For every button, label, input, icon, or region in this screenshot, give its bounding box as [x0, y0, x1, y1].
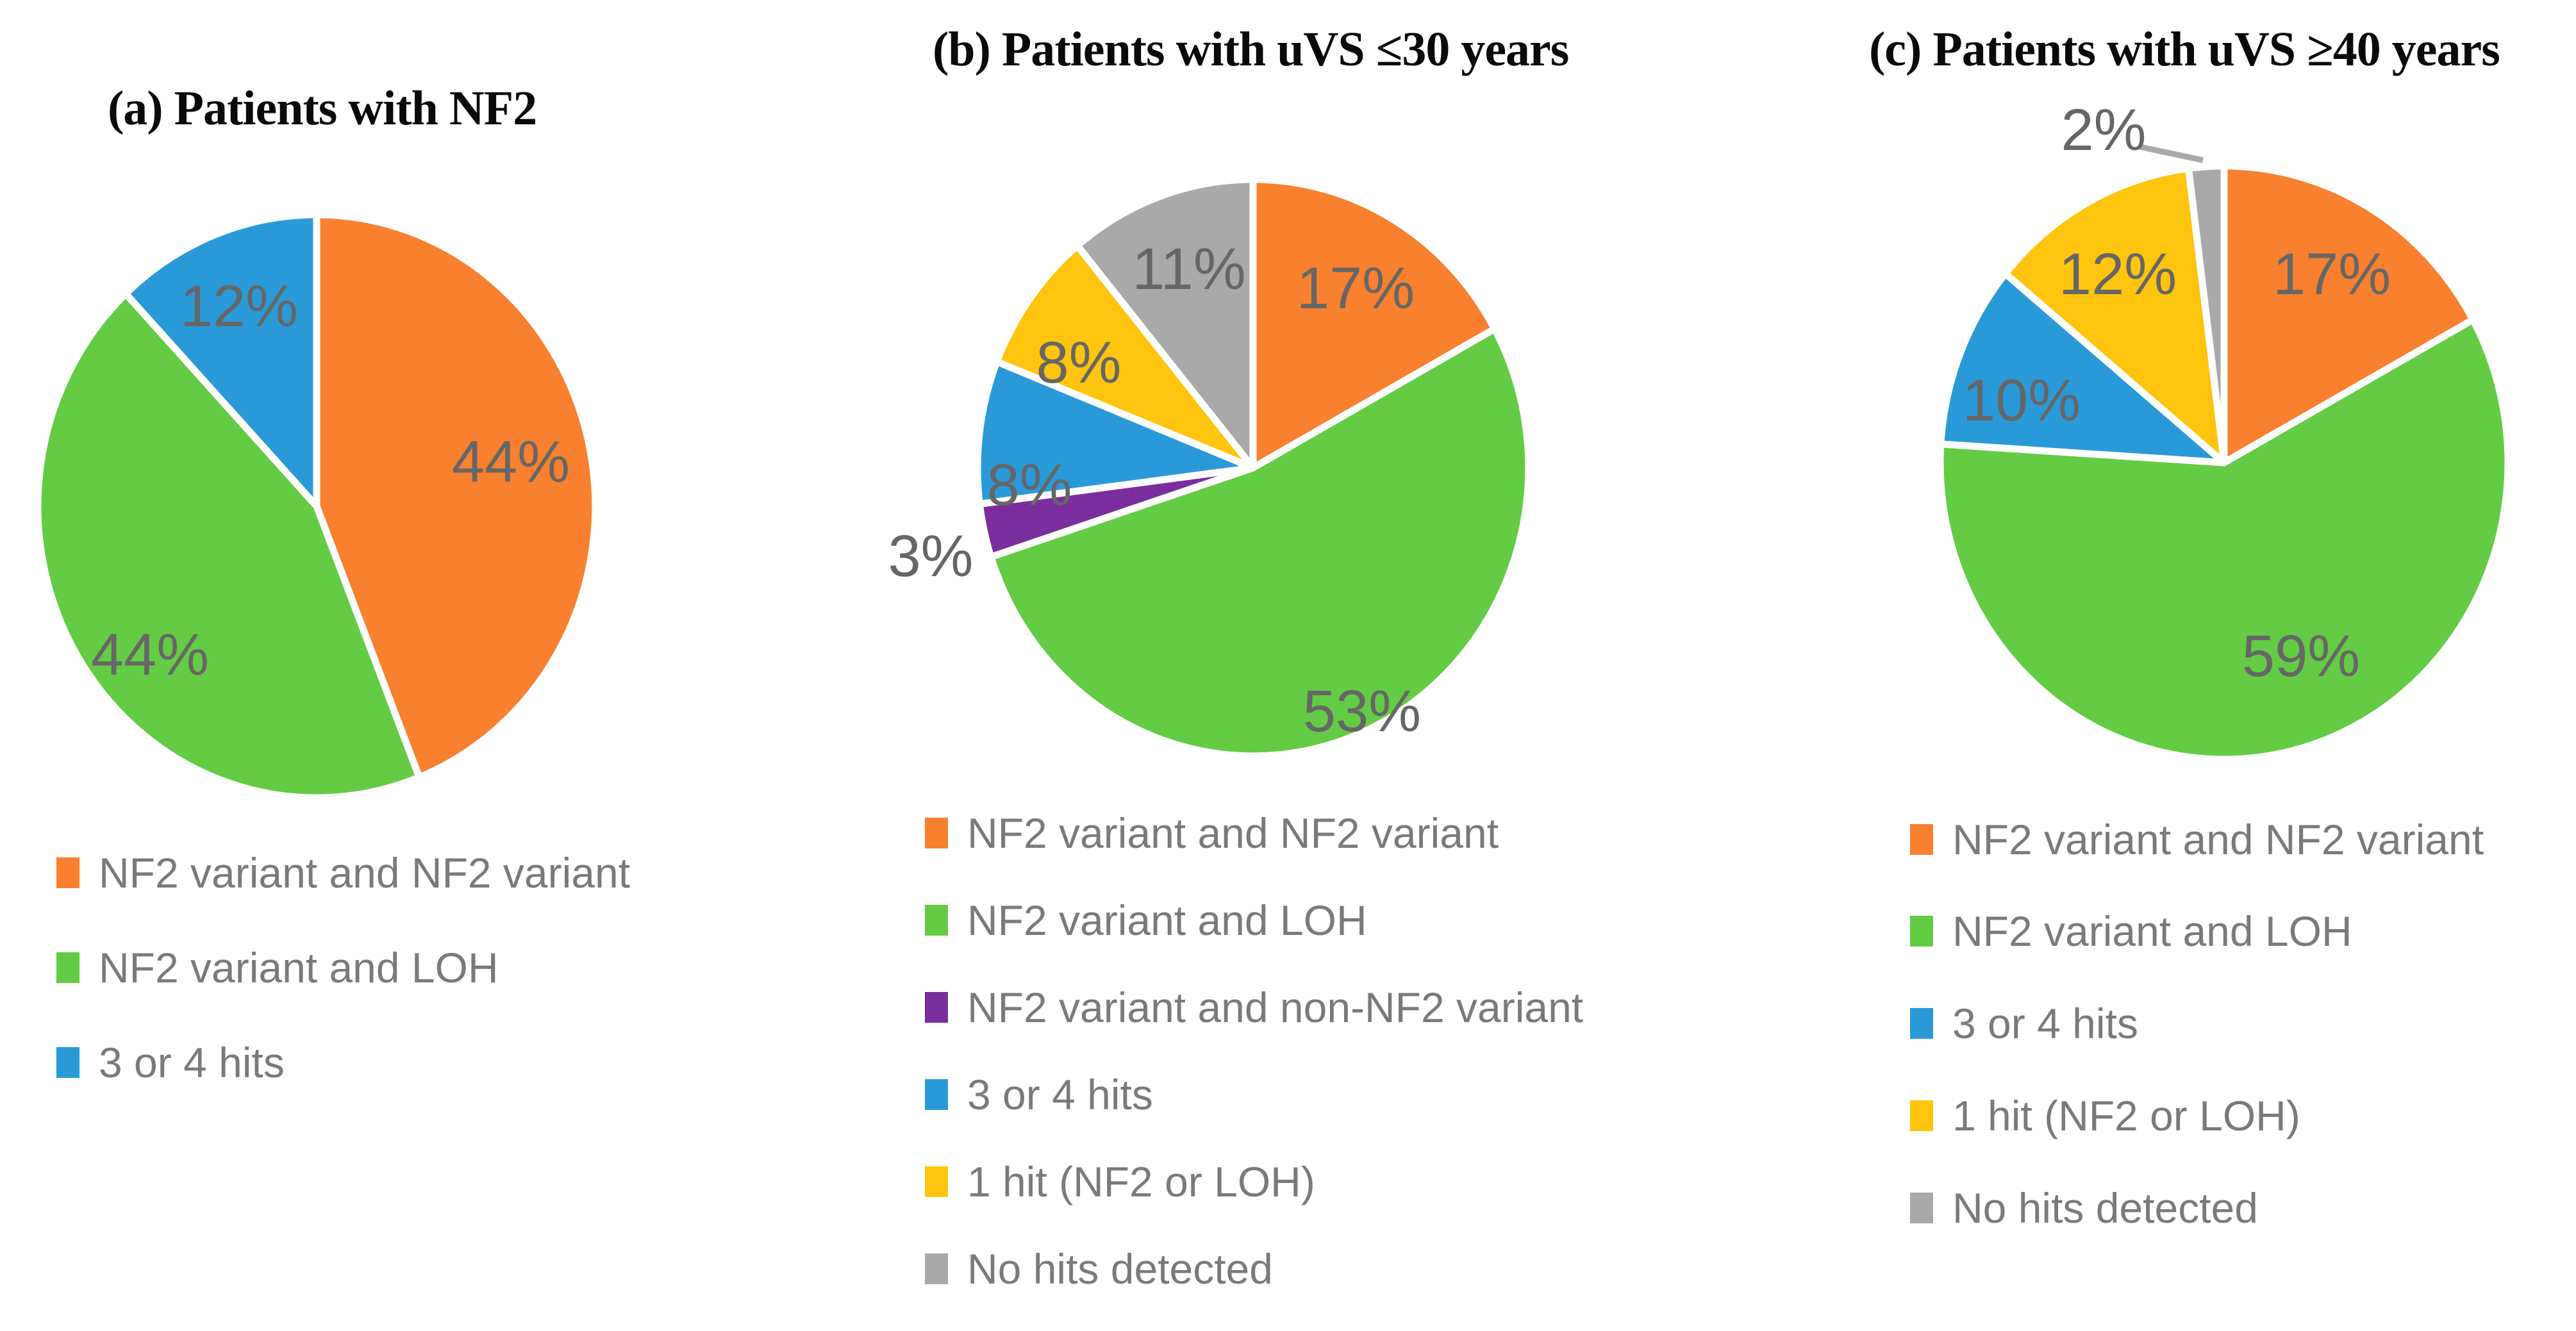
pie-b-title: (b) Patients with uVS ≤30 years — [933, 22, 1569, 76]
pie-b-value-label-blue: 8% — [986, 452, 1072, 518]
legend-b-label-yellow: 1 hit (NF2 or LOH) — [967, 1158, 1315, 1205]
legend-a-marker-blue — [56, 1047, 79, 1078]
pie-c-title: (c) Patients with uVS ≥40 years — [1869, 22, 2500, 76]
legend-b-label-orange: NF2 variant and NF2 variant — [967, 809, 1499, 857]
legend-b-marker-yellow — [925, 1166, 948, 1197]
legend-b-row-gray: No hits detected — [925, 1244, 1273, 1293]
pie-b-slice-green — [987, 325, 1533, 760]
pie-c-value-label-green: 59% — [2241, 624, 2361, 689]
pie-b-value-label-purple: 3% — [888, 524, 974, 589]
legend-a-label-green: NF2 variant and LOH — [99, 944, 499, 991]
pie-c-value-label-blue: 10% — [1962, 368, 2081, 433]
pie-b-slice-orange — [1249, 176, 1499, 472]
legend-b-label-blue: 3 or 4 hits — [967, 1071, 1153, 1118]
legend-b-label-green: NF2 variant and LOH — [967, 897, 1367, 944]
pie-b-value-label-yellow: 8% — [1036, 330, 1122, 395]
legend-b-marker-blue — [925, 1079, 948, 1110]
legend-c-label-gray: No hits detected — [1952, 1184, 2258, 1232]
pie-c-slice-gray — [2185, 162, 2228, 467]
legend-c-marker-yellow — [1910, 1100, 1933, 1131]
legend-b-marker-orange — [925, 818, 948, 848]
legend-b-marker-gray — [925, 1253, 948, 1284]
pie-a-value-label-orange: 44% — [451, 429, 570, 495]
legend-a-row-orange: NF2 variant and NF2 variant — [56, 848, 630, 897]
legend-a-row-blue: 3 or 4 hits — [56, 1038, 285, 1087]
legend-b-row-green: NF2 variant and LOH — [925, 896, 1367, 945]
legend-c-label-green: NF2 variant and LOH — [1952, 907, 2352, 955]
pie-c-slice-orange — [2220, 162, 2477, 467]
legend-c-marker-orange — [1910, 824, 1933, 855]
legend-c-label-blue: 3 or 4 hits — [1952, 1000, 2138, 1047]
legend-a-marker-orange — [56, 857, 79, 888]
pie-c-leader-line — [2139, 144, 2204, 163]
pie-c-slice-yellow — [2002, 165, 2228, 467]
pie-c-slice-blue — [1937, 270, 2228, 467]
pie-b-slice-blue — [974, 358, 1257, 508]
pie-c-value-label-gray: 2% — [2061, 97, 2147, 163]
legend-b-marker-purple — [925, 992, 948, 1023]
pie-a-title: (a) Patients with NF2 — [108, 81, 537, 135]
legend-b-row-orange: NF2 variant and NF2 variant — [925, 809, 1499, 857]
legend-b-label-purple: NF2 variant and non-NF2 variant — [967, 984, 1584, 1031]
legend-b-row-blue: 3 or 4 hits — [925, 1070, 1153, 1119]
legend-c-row-green: NF2 variant and LOH — [1910, 907, 2352, 955]
pie-a-slice-blue — [122, 211, 320, 510]
pie-a-slice-green — [34, 290, 423, 802]
pie-a-slice-orange — [313, 211, 599, 781]
legend-c-marker-blue — [1910, 1008, 1933, 1039]
legend-b-marker-green — [925, 905, 948, 936]
pie-a-value-label-green: 44% — [90, 622, 210, 688]
pie-a-value-label-blue: 12% — [179, 274, 299, 339]
pie-c-slice-green — [1936, 316, 2512, 763]
legend-a-row-green: NF2 variant and LOH — [56, 943, 499, 992]
legend-b-label-gray: No hits detected — [967, 1245, 1273, 1293]
pie-c-value-label-orange: 17% — [2272, 242, 2391, 307]
legend-c-marker-green — [1910, 916, 1933, 947]
legend-a-label-blue: 3 or 4 hits — [99, 1039, 285, 1086]
pie-b-value-label-green: 53% — [1302, 679, 1422, 744]
pie-b-slice-gray — [1074, 176, 1257, 472]
legend-a-label-orange: NF2 variant and NF2 variant — [99, 849, 631, 897]
legend-a-marker-green — [56, 952, 79, 983]
pie-b-value-label-orange: 17% — [1296, 256, 1415, 321]
legend-c-row-yellow: 1 hit (NF2 or LOH) — [1910, 1091, 2300, 1140]
legend-c-row-gray: No hits detected — [1910, 1184, 2258, 1232]
legend-c-row-orange: NF2 variant and NF2 variant — [1910, 815, 2484, 864]
legend-c-label-yellow: 1 hit (NF2 or LOH) — [1952, 1092, 2300, 1139]
legend-c-label-orange: NF2 variant and NF2 variant — [1952, 816, 2484, 863]
legend-c-marker-gray — [1910, 1193, 1933, 1223]
pie-b-slice-yellow — [993, 242, 1257, 472]
legend-b-row-yellow: 1 hit (NF2 or LOH) — [925, 1157, 1315, 1206]
legend-b-row-purple: NF2 variant and non-NF2 variant — [925, 983, 1583, 1032]
pie-c-value-label-yellow: 12% — [2058, 242, 2177, 307]
legend-c-row-blue: 3 or 4 hits — [1910, 999, 2138, 1048]
pie-b-value-label-gray: 11% — [1132, 236, 1246, 302]
